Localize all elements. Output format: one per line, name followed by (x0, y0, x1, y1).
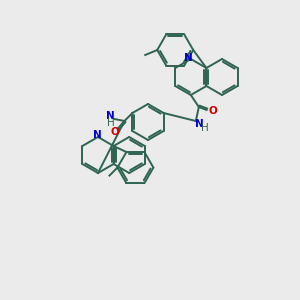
Text: O: O (110, 127, 119, 137)
Text: N: N (184, 53, 193, 63)
Text: N: N (195, 119, 204, 129)
Text: N: N (93, 130, 101, 140)
Text: O: O (208, 106, 217, 116)
Text: N: N (106, 111, 115, 121)
Text: H: H (106, 118, 114, 128)
Text: H: H (201, 123, 209, 133)
